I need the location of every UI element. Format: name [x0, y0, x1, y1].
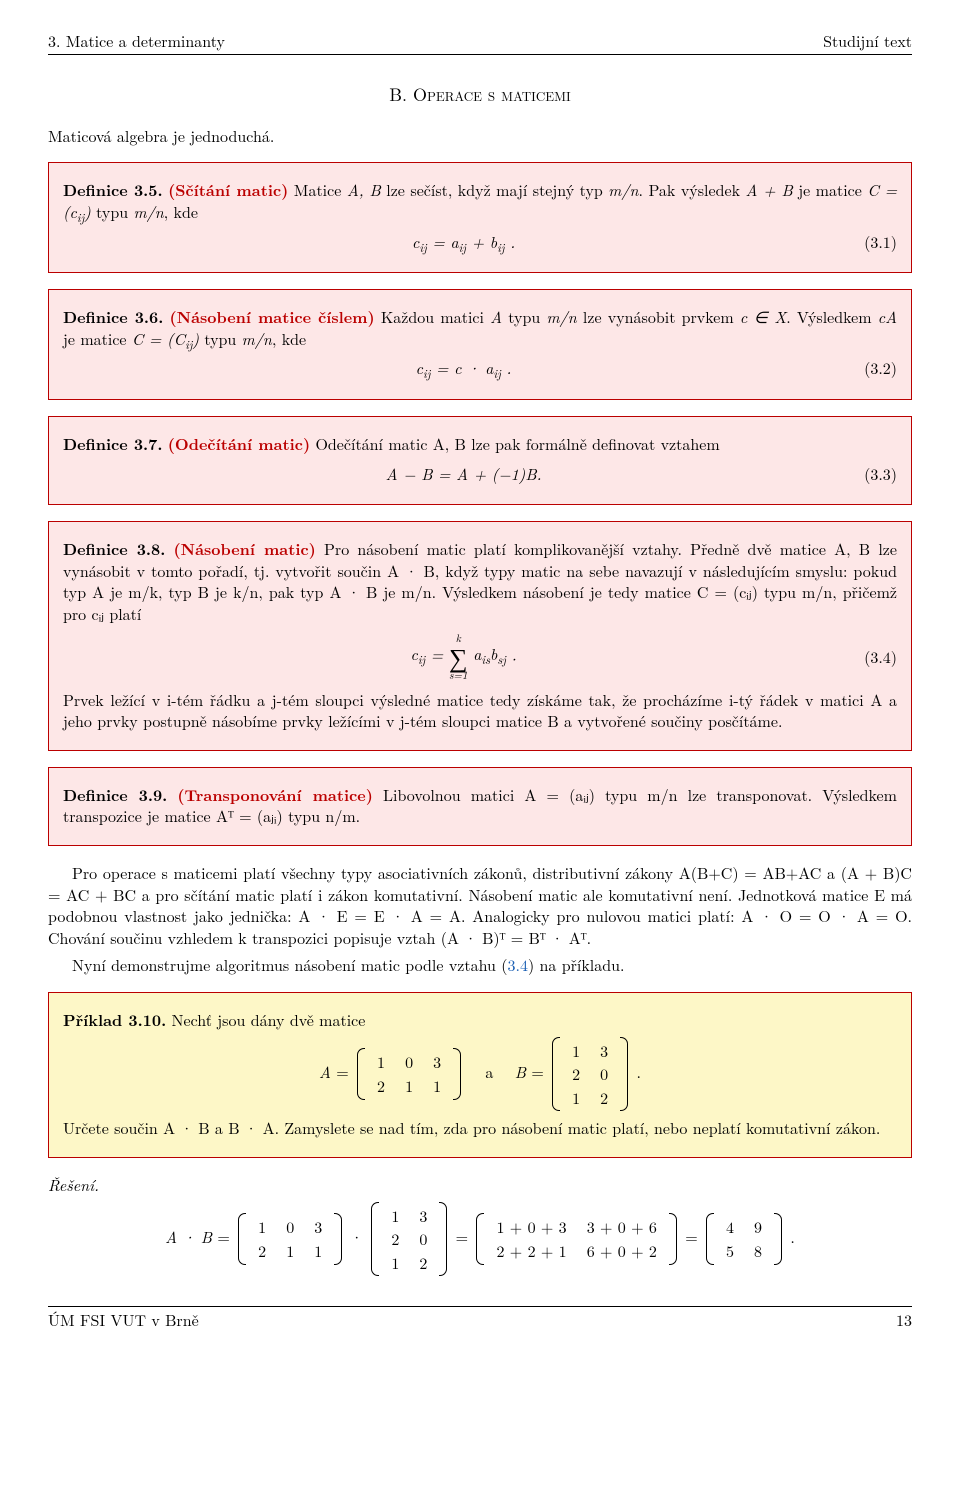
def-text: Prvek ležící v i-tém řádku a j-tém sloup…	[63, 689, 897, 732]
operations-para-2: Nyní demonstrujme algoritmus násobení ma…	[48, 954, 912, 976]
eq-number: (3.1)	[864, 231, 897, 253]
def-title: (Transponování matice)	[177, 783, 372, 806]
def-text: . Pak výsledek	[639, 178, 746, 201]
def-text: lze sečíst, když mají stejný typ	[386, 178, 608, 201]
footer-page-number: 13	[896, 1309, 912, 1331]
equation-3-3: A − B = A + (−1)B. (3.3)	[63, 463, 897, 485]
def-text: , kde	[164, 200, 198, 223]
def-text: je matice	[798, 178, 867, 201]
equation-3-1: cij = aij + bij . (3.1)	[63, 231, 897, 253]
equation-3-2: cij = c · aij . (3.2)	[63, 357, 897, 379]
footer-left: ÚM FSI VUT v Brně	[48, 1309, 199, 1331]
ex-task: Určete součin A · B a B · A. Zamyslete s…	[63, 1117, 897, 1139]
text: Nyní demonstrujme algoritmus násobení ma…	[72, 953, 508, 976]
ex-intro: Nechť jsou dány dvě matice	[172, 1008, 366, 1031]
eq-number: (3.2)	[864, 357, 897, 379]
definition-3-9: Definice 3.9. (Transponování matice) Lib…	[48, 767, 912, 846]
definition-3-5: Definice 3.5. (Sčítání matic) Matice A, …	[48, 162, 912, 273]
example-3-10: Příklad 3.10. Nechť jsou dány dvě matice…	[48, 992, 912, 1158]
text: .	[637, 1059, 641, 1082]
text: ) na příkladu.	[528, 953, 625, 976]
def-label: Definice 3.8.	[63, 537, 165, 560]
def-text: typu	[508, 305, 546, 328]
header-left: 3. Matice a determinanty	[48, 30, 225, 52]
def-text: lze vynásobit prvkem	[583, 305, 740, 328]
text: a	[485, 1059, 493, 1082]
definition-3-6: Definice 3.6. (Násobení matice číslem) K…	[48, 289, 912, 400]
def-title: (Násobení matice číslem)	[170, 305, 375, 328]
summation-icon: k ∑ s=1	[449, 633, 468, 681]
intro-para: Maticová algebra je jednoduchá.	[48, 125, 912, 147]
def-text: , kde	[272, 327, 306, 350]
def-text: . Výsledkem	[786, 305, 878, 328]
ref-link-3-4[interactable]: 3.4	[508, 953, 528, 976]
def-label: Definice 3.5.	[63, 178, 163, 201]
def-text: typu	[204, 327, 241, 350]
matrix-step: 1 + 0 + 33 + 0 + 62 + 2 + 16 + 0 + 2	[476, 1215, 676, 1262]
def-text: Odečítání matic A, B lze pak formálně de…	[315, 432, 719, 455]
matrix-B: 132012	[552, 1039, 628, 1110]
def-title: (Odečítání matic)	[168, 432, 310, 455]
solution-equation: A · B = 103211 · 132012 = 1 + 0 + 33 + 0…	[48, 1204, 912, 1275]
def-title: (Násobení matic)	[174, 537, 316, 560]
operations-para-1: Pro operace s maticemi platí všechny typ…	[48, 862, 912, 948]
ex-label: Příklad 3.10.	[63, 1008, 166, 1031]
eq-number: (3.4)	[864, 646, 897, 668]
def-label: Definice 3.9.	[63, 783, 167, 806]
definition-3-7: Definice 3.7. (Odečítání matic) Odečítán…	[48, 416, 912, 505]
page-header: 3. Matice a determinanty Studijní text	[48, 30, 912, 55]
matrix-A: 103211	[357, 1050, 461, 1097]
matrix-B2: 132012	[371, 1204, 447, 1275]
page-footer: ÚM FSI VUT v Brně 13	[48, 1306, 912, 1331]
matrix-result: 4958	[706, 1215, 782, 1262]
equation-3-4: cij = k ∑ s=1 aisbsj . (3.4)	[63, 633, 897, 681]
definition-3-8: Definice 3.8. (Násobení matic) Pro násob…	[48, 521, 912, 751]
def-text: Každou matici	[381, 305, 490, 328]
eq-number: (3.3)	[864, 463, 897, 485]
def-text: je matice	[63, 327, 132, 350]
def-title: (Sčítání matic)	[168, 178, 288, 201]
def-text: typu	[96, 200, 133, 223]
header-right: Studijní text	[823, 30, 912, 52]
def-label: Definice 3.6.	[63, 305, 163, 328]
matrix-A2: 103211	[238, 1215, 342, 1262]
def-label: Definice 3.7.	[63, 432, 162, 455]
solution-label: Řešení.	[48, 1173, 99, 1196]
section-title: B. Operace s maticemi	[48, 83, 912, 107]
def-text: Matice	[294, 178, 347, 201]
